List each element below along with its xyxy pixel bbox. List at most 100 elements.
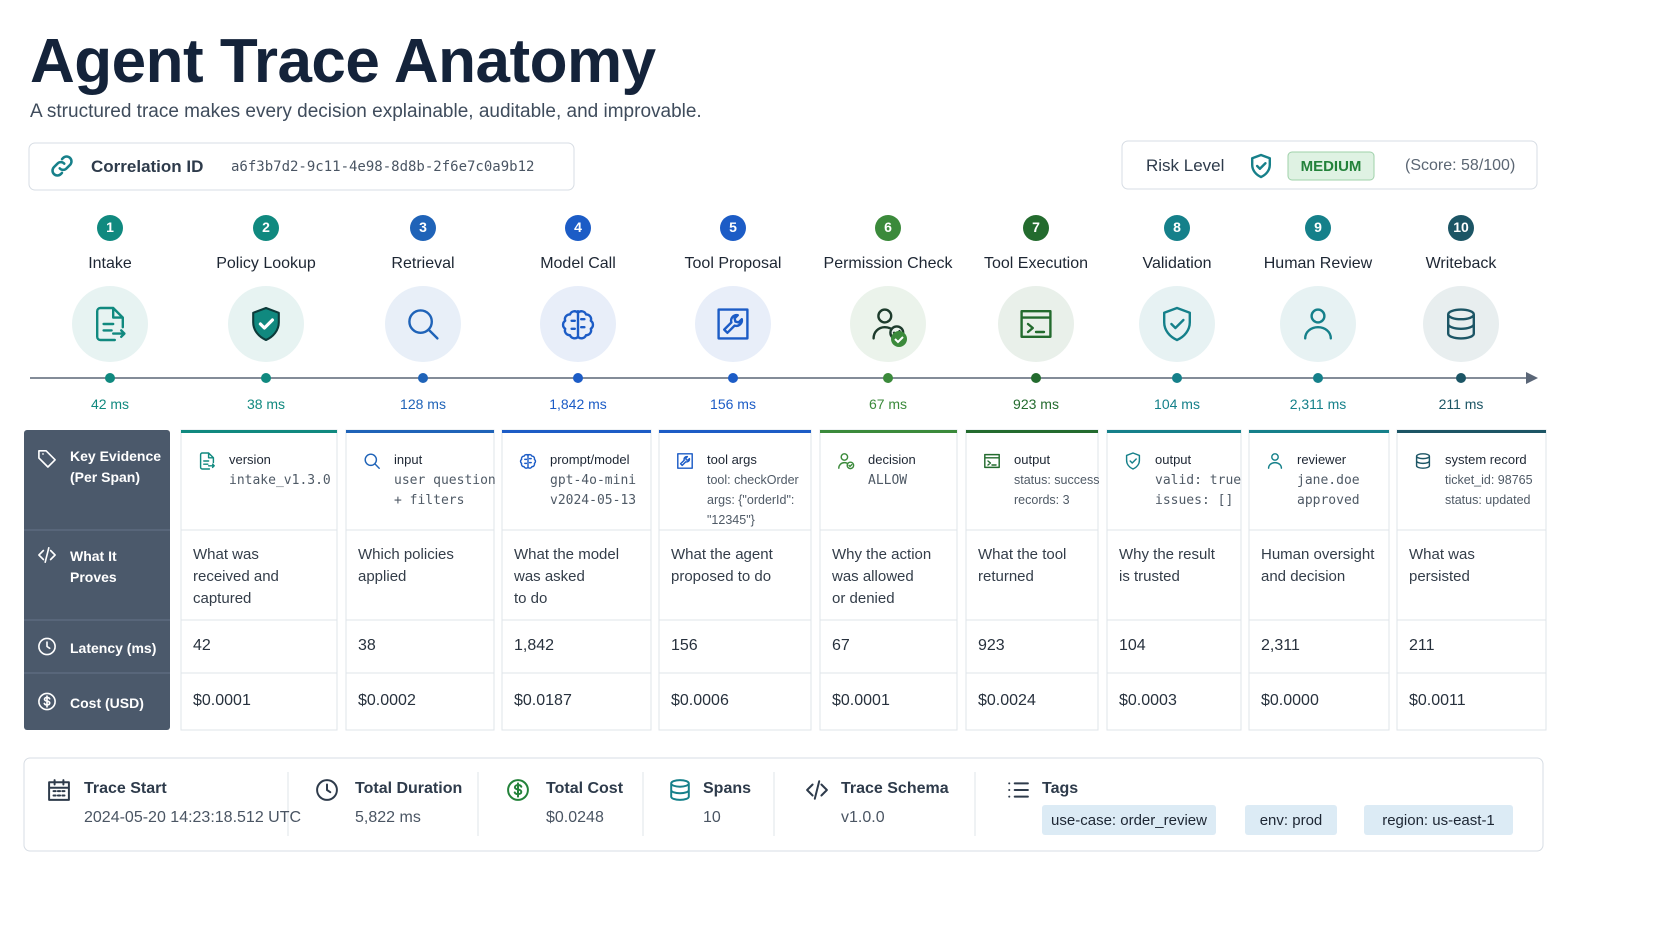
step-badge: [410, 215, 436, 241]
step-number: 5: [729, 219, 737, 235]
column-accent: [502, 430, 651, 433]
tags-label: Tags: [1042, 780, 1079, 797]
cost-value: $0.0006: [671, 692, 729, 709]
timeline-dot: [1456, 373, 1466, 383]
icon: [1020, 309, 1052, 338]
evidence-key: output: [1014, 452, 1051, 467]
step-latency: 42 ms: [90, 396, 130, 412]
tag: region: us-east-1: [1382, 812, 1495, 829]
step-badge: [875, 215, 901, 241]
proves-line: returned: [978, 568, 1034, 585]
proves-line: and decision: [1261, 568, 1346, 585]
step-badge: [1164, 215, 1190, 241]
proves-line: What was: [1409, 546, 1475, 563]
icon: [1008, 782, 1029, 798]
cost-value: $0.0011: [1409, 692, 1466, 709]
cost-value: $0.0002: [358, 692, 416, 709]
proves-line: Which policies: [358, 546, 454, 563]
evidence-line: status: updated: [1445, 493, 1531, 507]
step-name: Tool Execution: [983, 255, 1089, 272]
step-latency: 104 ms: [1154, 396, 1200, 412]
summary-value: 5,822 ms: [355, 809, 421, 826]
cost-value: $0.0187: [514, 692, 572, 709]
table-column: [180, 429, 338, 731]
step-bubble: [385, 286, 461, 362]
evidence-line: ALLOW: [868, 473, 908, 488]
table-column: [1248, 429, 1390, 731]
cost-value: $0.0024: [978, 692, 1036, 709]
timeline-dot: [883, 373, 893, 383]
proves-line: Why the result: [1119, 546, 1215, 563]
icon: [507, 779, 529, 801]
step-latency: 923 ms: [1013, 396, 1059, 412]
step-latency: 38 ms: [246, 396, 286, 412]
table-column: [345, 429, 495, 731]
icon: [408, 309, 439, 340]
icon: [38, 637, 56, 656]
step-badge: [1023, 215, 1049, 241]
table-column: [501, 429, 652, 731]
row-label: Key Evidence (Per Span): [70, 448, 162, 485]
icon: [364, 453, 380, 469]
proves-line: captured: [193, 590, 252, 607]
icon: [96, 306, 126, 342]
step-name: Retrieval: [391, 255, 455, 272]
icon: [38, 449, 56, 468]
icon: [258, 318, 275, 330]
summary-value: 2024-05-20 14:23:18.512 UTC: [84, 809, 302, 826]
table-column: [658, 429, 812, 731]
risk-badge: [1287, 151, 1375, 181]
step-latency: 2,311 ms: [1289, 396, 1347, 412]
icon: [1163, 306, 1192, 342]
evidence-key: version: [229, 452, 271, 467]
latency-value: 211: [1409, 637, 1435, 654]
evidence-line: args: {"orderId":: [707, 493, 795, 507]
tag-chip: [1042, 805, 1216, 835]
step-number: 7: [1032, 219, 1040, 235]
latency-value: 104: [1119, 637, 1146, 654]
icon: [872, 308, 905, 341]
proves-line: to do: [514, 590, 548, 607]
step-latency: 156 ms: [710, 396, 756, 412]
step-number: 1: [106, 219, 114, 235]
correlation-label: Correlation ID: [91, 157, 204, 176]
icon: [891, 331, 907, 347]
timeline-arrow: [1526, 372, 1538, 384]
timeline-dot: [1172, 373, 1182, 383]
cost-value: $0.0001: [832, 692, 890, 709]
risk-level: MEDIUM: [1300, 158, 1362, 175]
evidence-key: decision: [868, 452, 916, 467]
step-number: 6: [884, 219, 892, 235]
column-accent: [181, 430, 337, 433]
evidence-line: + filters: [394, 493, 465, 508]
icon: [38, 546, 56, 564]
evidence-line: "12345"}: [707, 513, 755, 527]
timeline-dot: [105, 373, 115, 383]
icon: [51, 155, 73, 177]
timeline-dot: [573, 373, 583, 383]
summary-box: [23, 757, 1544, 852]
step-badge: [565, 215, 591, 241]
icon: [1125, 452, 1141, 470]
proves-line: received and: [193, 568, 279, 585]
column-accent: [1397, 430, 1546, 433]
summary-label: Spans: [703, 780, 752, 797]
icon: [806, 780, 828, 800]
step-bubble: [998, 286, 1074, 362]
risk-score: (Score: 58/100): [1405, 157, 1516, 174]
evidence-line: tool: checkOrder: [707, 473, 799, 487]
step-bubble: [1423, 286, 1499, 362]
evidence-line: ticket_id: 98765: [1445, 473, 1533, 487]
summary-label: Total Cost: [546, 780, 624, 797]
evidence-key: tool args: [707, 452, 757, 467]
proves-line: is trusted: [1119, 568, 1180, 585]
step-latency: 211 ms: [1438, 396, 1484, 412]
step-name: Policy Lookup: [216, 255, 316, 272]
timeline-dot: [418, 373, 428, 383]
proves-line: What the model: [514, 546, 620, 563]
table-column: [1396, 429, 1547, 731]
column-accent: [1249, 430, 1389, 433]
title: Agent Trace Anatomy: [30, 27, 656, 96]
icon: [1415, 453, 1431, 469]
step-latency: 128 ms: [400, 396, 446, 412]
